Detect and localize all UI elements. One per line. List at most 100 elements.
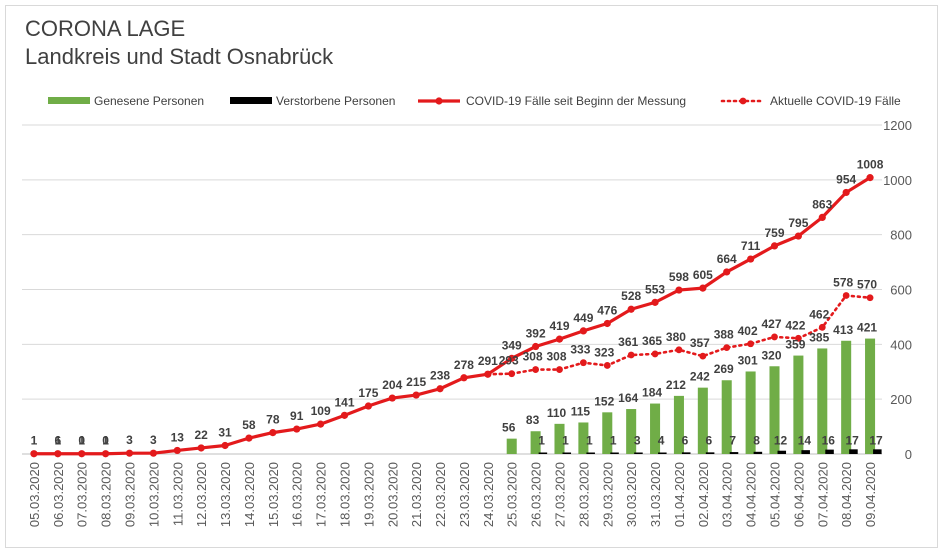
current-point: [747, 340, 755, 348]
recovered-data-label: 269: [714, 362, 734, 376]
cumulative-point: [770, 242, 779, 250]
deceased-bar: [753, 451, 763, 454]
current-data-label: 380: [666, 330, 686, 344]
cumulative-data-label: 3: [126, 433, 133, 447]
legend-deceased-label: Verstorbene Personen: [276, 94, 395, 108]
deceased-data-label: 1: [562, 434, 569, 448]
cumulative-data-label: 795: [788, 216, 808, 230]
cumulative-data-label: 419: [549, 319, 569, 333]
recovered-bar: [769, 366, 780, 454]
recovered-bar: [793, 355, 804, 454]
cumulative-point: [412, 391, 420, 399]
x-tick-label: 06.04.2020: [791, 462, 806, 527]
cumulative-data-label: 78: [266, 413, 280, 427]
cumulative-point: [102, 450, 110, 458]
y-tick-label: 1200: [883, 118, 912, 133]
cumulative-data-label: 278: [454, 358, 474, 372]
cumulative-point: [364, 402, 372, 410]
recovered-data-label: 56: [502, 421, 516, 435]
current-point: [484, 370, 492, 378]
current-data-label: 570: [857, 278, 877, 292]
recovered-bar: [697, 387, 708, 454]
deceased-data-label: 4: [658, 434, 665, 448]
cumulative-point: [269, 429, 277, 437]
current-point: [508, 370, 516, 378]
x-tick-label: 27.03.2020: [553, 462, 568, 527]
x-tick-label: 14.03.2020: [242, 462, 257, 527]
current-point: [771, 333, 778, 341]
legend-cumulative-marker: [435, 97, 443, 105]
cumulative-data-label: 31: [218, 426, 232, 440]
current-point: [603, 362, 611, 369]
cumulative-point: [340, 411, 349, 419]
x-tick-label: 08.04.2020: [839, 462, 854, 527]
x-tick-label: 23.03.2020: [457, 462, 472, 527]
x-tick-label: 21.03.2020: [409, 462, 424, 527]
cumulative-data-label: 1: [31, 434, 38, 448]
cumulative-data-label: 759: [764, 226, 784, 240]
series-lines: [30, 174, 874, 458]
cumulative-point: [78, 450, 86, 458]
recovered-data-label: 184: [642, 386, 662, 400]
recovered-data-label: 385: [809, 330, 829, 344]
recovered-bars: [506, 338, 876, 454]
current-point: [699, 352, 707, 360]
deceased-data-label: 1: [586, 434, 593, 448]
current-point: [794, 334, 802, 342]
recovered-data-label: 110: [547, 406, 567, 420]
recovered-bar: [506, 438, 517, 454]
recovered-data-label: 115: [571, 404, 591, 418]
x-tick-label: 25.03.2020: [505, 462, 520, 527]
current-point: [556, 366, 563, 373]
deceased-bars: [538, 449, 882, 454]
cumulative-point: [149, 449, 157, 457]
current-data-label: 422: [785, 318, 805, 332]
current-data-label: 6: [54, 434, 61, 448]
current-point: [723, 344, 731, 352]
current-data-label: 361: [618, 335, 638, 349]
deceased-data-label: 1: [538, 434, 545, 448]
y-tick-label: 1000: [883, 173, 912, 188]
deceased-bar: [681, 452, 691, 454]
cumulative-point: [603, 319, 611, 328]
current-data-label: 462: [809, 307, 829, 321]
current-point: [532, 366, 540, 373]
deceased-data-label: 1: [610, 434, 617, 448]
x-tick-label: 03.04.2020: [720, 462, 735, 527]
cumulative-point: [651, 298, 659, 306]
cumulative-data-label: 476: [597, 303, 617, 317]
current-data-label: 402: [738, 324, 758, 338]
cumulative-data-label: 863: [812, 197, 832, 211]
deceased-data-label: 12: [774, 434, 788, 448]
deceased-bar: [658, 452, 667, 454]
cumulative-data-label: 291: [478, 354, 498, 368]
recovered-bar: [626, 409, 637, 454]
recovered-bar: [745, 371, 756, 454]
cumulative-point: [747, 255, 755, 263]
legend-recovered-swatch: [48, 97, 90, 104]
y-tick-label: 600: [890, 283, 912, 298]
cumulative-point: [723, 268, 731, 276]
deceased-data-label: 6: [705, 434, 712, 448]
deceased-bar: [849, 449, 858, 454]
cumulative-point: [555, 335, 564, 343]
deceased-bar: [538, 452, 548, 454]
deceased-data-label: 17: [845, 434, 859, 448]
cumulative-data-label: 238: [430, 369, 450, 383]
x-tick-label: 20.03.2020: [385, 462, 400, 527]
recovered-data-label: 212: [666, 378, 686, 392]
x-tick-label: 08.03.2020: [99, 462, 114, 527]
cumulative-data-label: 204: [382, 378, 402, 392]
cumulative-point: [388, 394, 396, 402]
recovered-bar: [578, 422, 589, 454]
recovered-data-label: 301: [738, 353, 758, 367]
cumulative-point: [675, 286, 683, 294]
cumulative-point: [30, 450, 38, 458]
x-tick-label: 13.03.2020: [218, 462, 233, 527]
cumulative-data-label: 13: [171, 430, 185, 444]
legend-deceased-swatch: [230, 97, 272, 104]
x-tick-label: 06.03.2020: [51, 462, 66, 527]
recovered-bar: [602, 412, 613, 454]
cumulative-data-label: 954: [836, 172, 856, 186]
cumulative-point: [794, 232, 802, 240]
